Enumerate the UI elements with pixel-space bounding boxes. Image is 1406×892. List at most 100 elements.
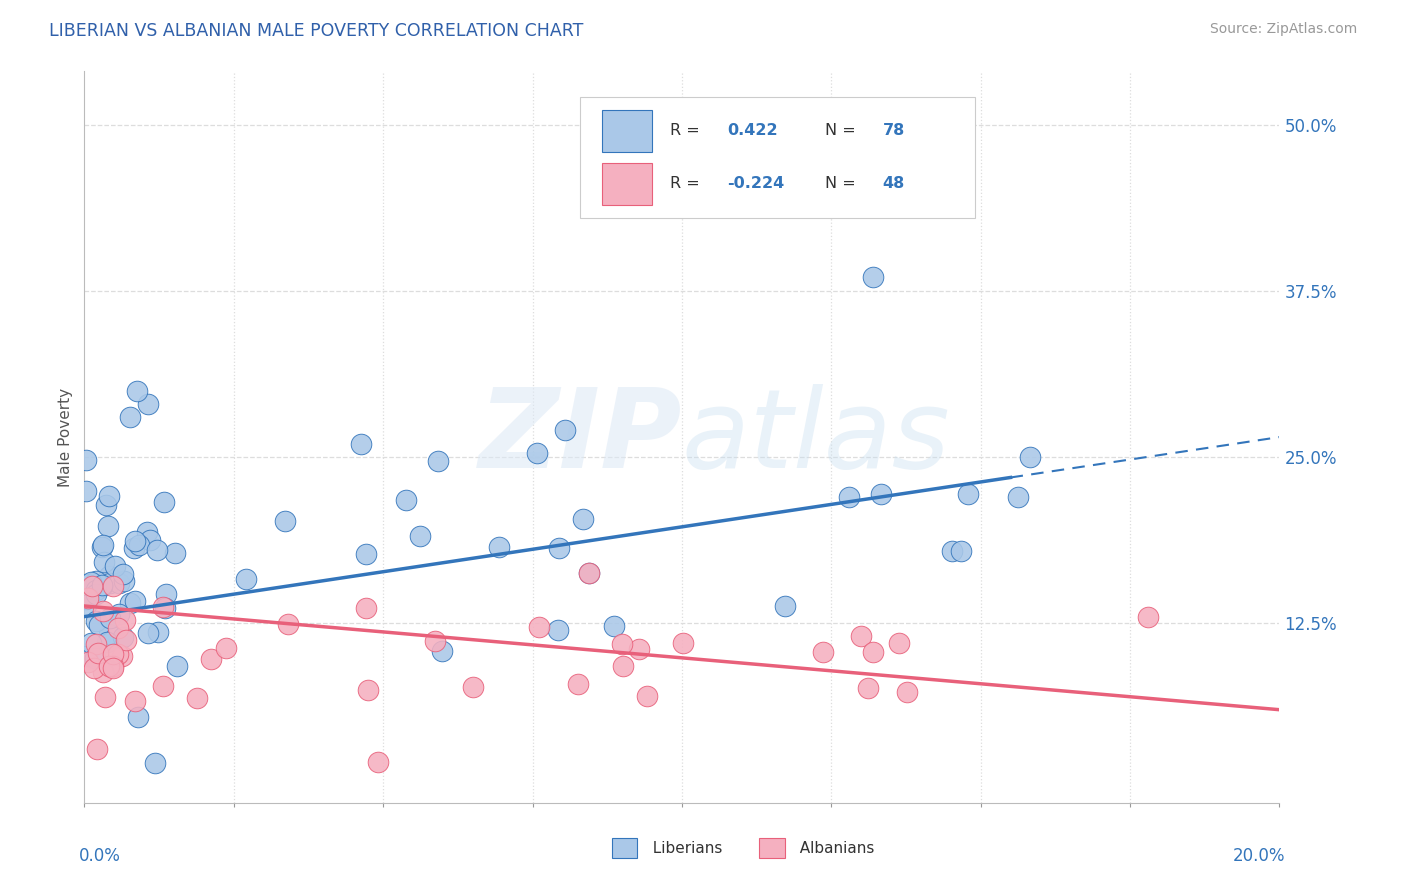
Point bbox=[274, 514, 297, 528]
Point bbox=[86, 587, 108, 601]
Point bbox=[862, 645, 884, 659]
Point bbox=[148, 625, 170, 640]
Point bbox=[97, 519, 120, 533]
Point bbox=[136, 525, 159, 540]
Point bbox=[98, 569, 121, 583]
Text: 0.422: 0.422 bbox=[727, 123, 778, 138]
Point bbox=[578, 566, 600, 580]
Text: LIBERIAN VS ALBANIAN MALE POVERTY CORRELATION CHART: LIBERIAN VS ALBANIAN MALE POVERTY CORREL… bbox=[49, 22, 583, 40]
Point bbox=[125, 384, 148, 398]
Point bbox=[91, 579, 114, 593]
Point bbox=[86, 741, 108, 756]
Point bbox=[98, 659, 121, 673]
Point bbox=[89, 618, 111, 632]
Point bbox=[127, 710, 149, 724]
Point bbox=[488, 540, 510, 554]
Point bbox=[214, 641, 236, 656]
Point bbox=[941, 544, 963, 558]
Point bbox=[76, 648, 98, 663]
Point bbox=[98, 489, 121, 503]
Point bbox=[82, 579, 104, 593]
Point bbox=[858, 681, 880, 695]
Point bbox=[83, 660, 105, 674]
Point bbox=[112, 630, 135, 644]
Point bbox=[84, 614, 107, 628]
Point bbox=[547, 624, 569, 638]
Point bbox=[567, 677, 589, 691]
Text: ZIP: ZIP bbox=[478, 384, 682, 491]
Text: 0.0%: 0.0% bbox=[79, 847, 121, 864]
Point bbox=[896, 684, 918, 698]
Point bbox=[86, 574, 108, 588]
Point bbox=[1007, 490, 1029, 504]
Point bbox=[527, 620, 550, 634]
Text: R =: R = bbox=[671, 123, 704, 138]
Point bbox=[87, 646, 110, 660]
Point bbox=[200, 652, 222, 666]
Point bbox=[75, 592, 97, 607]
Point bbox=[83, 651, 105, 665]
Point bbox=[427, 454, 450, 468]
Point bbox=[91, 604, 114, 618]
Point bbox=[114, 613, 136, 627]
Point bbox=[75, 452, 97, 467]
Point bbox=[146, 542, 169, 557]
Point bbox=[851, 629, 873, 643]
Text: N =: N = bbox=[825, 177, 862, 192]
Point bbox=[357, 683, 380, 698]
Point bbox=[145, 756, 167, 770]
Point bbox=[94, 690, 117, 705]
Point bbox=[463, 681, 485, 695]
Point bbox=[153, 495, 176, 509]
Point bbox=[75, 598, 97, 612]
Point bbox=[430, 644, 453, 658]
Point bbox=[98, 611, 121, 625]
Point bbox=[354, 547, 377, 561]
Point bbox=[862, 270, 884, 285]
Point bbox=[773, 599, 796, 614]
Point bbox=[165, 546, 187, 560]
Point bbox=[76, 577, 98, 591]
Point bbox=[166, 659, 188, 673]
Point bbox=[107, 607, 129, 621]
Point bbox=[957, 487, 980, 501]
Point bbox=[124, 533, 146, 548]
Point bbox=[122, 541, 145, 556]
Point bbox=[103, 658, 125, 673]
Point bbox=[124, 593, 146, 607]
Point bbox=[277, 617, 299, 632]
Point bbox=[186, 691, 208, 706]
Point bbox=[104, 558, 127, 573]
Point bbox=[425, 634, 447, 648]
Point bbox=[94, 499, 117, 513]
Point bbox=[101, 579, 124, 593]
Point bbox=[409, 529, 432, 543]
Point bbox=[350, 436, 373, 450]
Point bbox=[118, 596, 141, 610]
Point bbox=[101, 647, 124, 661]
Point bbox=[100, 660, 122, 674]
Point bbox=[152, 679, 174, 693]
Point bbox=[79, 636, 101, 650]
Point bbox=[870, 487, 893, 501]
Text: N =: N = bbox=[825, 123, 862, 138]
Point bbox=[578, 566, 600, 581]
Point bbox=[367, 756, 389, 770]
Text: -0.224: -0.224 bbox=[727, 177, 785, 192]
Point bbox=[111, 566, 134, 581]
Point bbox=[155, 586, 177, 600]
Point bbox=[356, 601, 378, 615]
Point bbox=[235, 572, 257, 586]
FancyBboxPatch shape bbox=[581, 97, 974, 218]
Y-axis label: Male Poverty: Male Poverty bbox=[58, 387, 73, 487]
Point bbox=[84, 636, 107, 650]
Point bbox=[75, 484, 97, 499]
Point bbox=[91, 665, 114, 679]
Point bbox=[96, 635, 118, 649]
Point bbox=[153, 601, 176, 615]
Point bbox=[77, 591, 100, 606]
Point bbox=[91, 538, 114, 552]
Text: Albanians: Albanians bbox=[790, 841, 875, 855]
Point bbox=[97, 626, 120, 640]
Point bbox=[120, 410, 142, 425]
